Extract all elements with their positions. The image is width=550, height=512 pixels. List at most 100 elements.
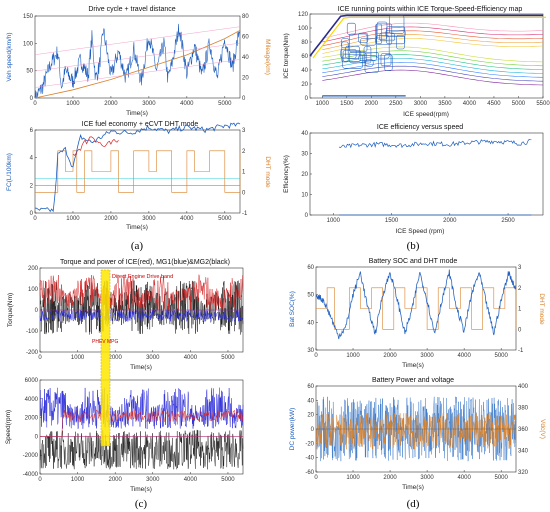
a2-ytick-label-2: 4 <box>30 156 34 162</box>
d2-ytick-label-3: 0 <box>311 427 315 433</box>
c1-xlabel: Time(s) <box>130 364 152 371</box>
b1-running-point-11 <box>346 22 356 35</box>
d1-plot-area: 0 1000 2000 3000 4000 5000 30 40 50 60 -1 0 1 2 3 <box>307 265 524 359</box>
a1-ref-line-1 <box>34 42 241 72</box>
a2-fc-series <box>34 122 241 213</box>
d1-xtick-label-1: 1000 <box>346 353 360 359</box>
b1-running-point-20 <box>376 21 388 40</box>
annot-phev-mpg: PHEV MPG <box>92 339 119 345</box>
d2-ytick-label-5: 40 <box>307 398 314 404</box>
panel-a2: ICE fuel economy + eCVT DHT mode 0 1000 20… <box>6 121 271 231</box>
panel-c1: Torque and power of ICE(red), MG1(blue)&… <box>7 259 244 371</box>
panel-d1: Battery SOC and DHT mode 0 1000 2000 3000 40… <box>289 258 545 369</box>
d1-xtick-label-2: 2000 <box>383 353 397 359</box>
c2-ytick-label-0: -4000 <box>23 472 39 478</box>
b1-running-point-10 <box>389 15 405 34</box>
d2-ytick-label-1: -40 <box>305 456 314 462</box>
d1-xtick-label-5: 5000 <box>495 353 509 359</box>
a2-xlabel: Time(s) <box>126 224 148 231</box>
d1-xtick-label-4: 4000 <box>457 353 471 359</box>
d2-y2tick-label-0: 320 <box>518 470 529 476</box>
a2-y2tick-label-0: -1 <box>242 211 248 217</box>
b1-running-point-15 <box>396 35 405 50</box>
a2-dht-mode-series <box>35 150 241 193</box>
b1-running-point-22 <box>341 38 350 48</box>
d2-xtick-label-1: 1000 <box>346 475 360 481</box>
a2-y2tick-label-1: 0 <box>242 190 246 196</box>
b1-running-point-7 <box>384 54 393 71</box>
b1-xtick-label-4: 3000 <box>414 101 428 107</box>
b1-xtick-label-0: 1000 <box>316 101 330 107</box>
d1-y2tick-label-3: 2 <box>518 286 522 292</box>
d2-xtick-label-5: 5000 <box>495 475 509 481</box>
c2-xtick-label-2: 2000 <box>109 477 123 483</box>
a2-y2tick-label-2: 1 <box>242 170 246 176</box>
b1-running-point-19 <box>386 26 406 45</box>
a1-xlabel: Time(s) <box>126 110 148 117</box>
b2-frame <box>309 132 544 216</box>
b2-plot-area: 1000 1500 2000 2500 0 10 20 30 40 <box>301 131 532 224</box>
a2-y2tick-label-3: 2 <box>242 149 246 155</box>
a1-ytick-label-1: 50 <box>26 69 33 75</box>
b1-plot-area: 1000 1500 2000 2500 3000 3500 4000 4500 5000 5500… <box>298 12 550 107</box>
d2-y2tick-label-1: 340 <box>518 449 529 455</box>
d2-y2tick-label-3: 380 <box>518 406 529 412</box>
a2-fc-red-series <box>72 136 119 156</box>
b1-running-point-17 <box>363 46 372 64</box>
b1-xtick-label-5: 3500 <box>438 101 452 107</box>
b2-ytick-label-0: 0 <box>305 213 309 219</box>
d1-y2tick-label-4: 3 <box>518 265 522 271</box>
b1-xtick-label-8: 5000 <box>512 101 526 107</box>
a1-ytick-label-0: 0 <box>30 96 34 102</box>
c1-ylabel: Torque(Nm) <box>7 293 14 327</box>
d1-y2tick-label-2: 1 <box>518 307 522 313</box>
b1-xtick-label-3: 2500 <box>389 101 403 107</box>
a1-y2tick-label-4: 80 <box>242 14 249 20</box>
b1-xtick-label-2: 2000 <box>365 101 379 107</box>
direct-drive-band: Direct Engine Drive band PHEV MPG <box>92 269 173 447</box>
c1-xtick-label-2: 2000 <box>109 355 123 361</box>
c1-ytick-label-0: -200 <box>26 350 39 356</box>
c2-mg2-speed <box>39 429 244 470</box>
direct-drive-band-rect <box>100 269 111 447</box>
b1-running-point-21 <box>365 59 374 67</box>
c2-ytick-label-4: 4000 <box>25 397 39 403</box>
a2-ytick-label-0: 0 <box>30 211 34 217</box>
a1-ref-line-2 <box>34 59 241 88</box>
panel-label-c: (c) <box>135 498 148 510</box>
b1-ytick-label-5: 100 <box>298 26 309 32</box>
b1-title: ICE running points within ICE Torque-Spe… <box>338 6 523 13</box>
b2-ytick-label-2: 20 <box>301 172 308 178</box>
a1-xtick-label-5: 5000 <box>218 101 232 107</box>
c2-xtick-label-4: 4000 <box>184 477 198 483</box>
b2-xlabel: ICE Speed (rpm) <box>396 228 445 235</box>
b1-ytick-label-6: 120 <box>298 12 309 18</box>
b1-running-point-23 <box>358 32 369 43</box>
a1-xtick-label-3: 3000 <box>142 101 156 107</box>
c1-xtick-label-1: 1000 <box>71 355 85 361</box>
a1-title: Drive cycle + travel distance <box>88 6 175 13</box>
d2-xtick-label-0: 0 <box>314 475 318 481</box>
c2-xtick-label-0: 0 <box>38 477 42 483</box>
b1-contour-1 <box>322 65 544 82</box>
a1-ytick-label-2: 100 <box>23 41 34 47</box>
c2-ytick-label-3: 2000 <box>25 416 39 422</box>
c1-xtick-label-3: 3000 <box>146 355 160 361</box>
d1-y2tick-label-0: -1 <box>518 348 524 354</box>
panel-label-a: (a) <box>131 240 144 252</box>
c1-xtick-label-4: 4000 <box>184 355 198 361</box>
d2-ytick-label-2: -20 <box>305 441 314 447</box>
b1-ytick-label-0: 0 <box>305 96 309 102</box>
a1-y2tick-label-2: 40 <box>242 55 249 61</box>
d1-xtick-label-3: 3000 <box>420 353 434 359</box>
d1-ytick-label-3: 60 <box>307 265 314 271</box>
d2-y2label: Vdc(V) <box>539 419 546 439</box>
c1-ytick-label-4: 200 <box>28 266 39 272</box>
panel-c2: 0 1000 2000 3000 4000 5000 -4000 -2000 0 2000 4000… <box>5 378 244 493</box>
a1-ylabel: Veh speed(km/h) <box>6 32 13 81</box>
panel-d2: Battery Power and voltage 0 1000 2000 3000 4… <box>289 377 546 491</box>
a2-xtick-label-4: 4000 <box>180 216 194 222</box>
panel-label-b: (b) <box>407 240 420 252</box>
b1-contour-9 <box>322 30 544 47</box>
b1-running-point-4 <box>385 29 406 37</box>
